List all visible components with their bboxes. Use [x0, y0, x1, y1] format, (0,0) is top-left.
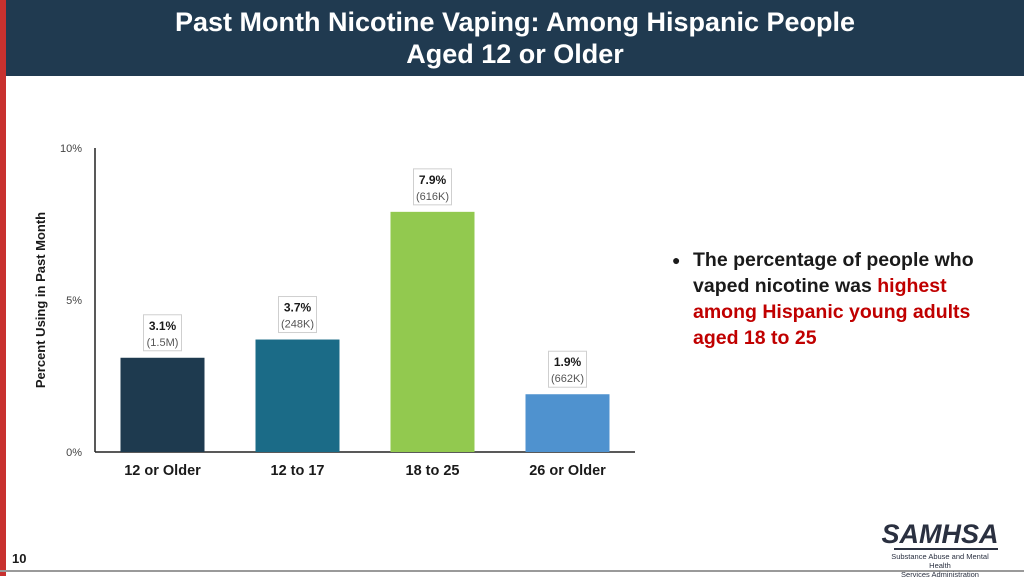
- logo-subtitle-line1: Substance Abuse and Mental Health: [891, 552, 989, 570]
- slide-title-line2: Aged 12 or Older: [406, 39, 624, 69]
- data-label-box: [278, 296, 317, 334]
- left-accent-stripe: [0, 0, 6, 576]
- data-label-value: 7.9%: [419, 173, 447, 187]
- data-label-box: [143, 314, 182, 352]
- bullet-highlight: highest among Hispanic young adults aged…: [693, 275, 971, 349]
- data-label-value: 3.7%: [284, 301, 312, 315]
- data-label-box: [413, 168, 452, 206]
- y-axis-title: Percent Using in Past Month: [33, 212, 48, 388]
- bullet-text: The percentage of people who vaped nicot…: [693, 247, 1002, 351]
- bullet-text-prefix: The percentage of people who vaped nicot…: [693, 249, 974, 297]
- data-label-count: (248K): [281, 319, 314, 331]
- title-bar: Past Month Nicotine Vaping: Among Hispan…: [6, 0, 1024, 76]
- bar-chart: 0% 5% 10% Percent Using in Past Month 3.1% (1…: [33, 143, 635, 479]
- bar: [390, 211, 475, 452]
- bar: [255, 339, 340, 452]
- data-label-box: [548, 350, 587, 388]
- x-tick-label: 12 to 17: [271, 463, 325, 479]
- logo-subtitle-line2: Services Administration: [901, 570, 979, 579]
- logo-wordmark: SAMHSA: [881, 519, 999, 549]
- key-finding-bullet: ● The percentage of people who vaped nic…: [672, 247, 1002, 351]
- bar: [120, 357, 205, 452]
- footer-divider: [0, 570, 1024, 572]
- slide-number: 10: [12, 551, 27, 566]
- data-label-count: (1.5M): [147, 337, 179, 349]
- data-label-count: (616K): [416, 191, 449, 203]
- data-label-value: 3.1%: [149, 319, 177, 333]
- bar: [525, 394, 610, 452]
- bullet-dot-icon: ●: [672, 252, 681, 268]
- data-label-count: (662K): [551, 373, 584, 385]
- y-tick-label: 5%: [66, 295, 82, 307]
- logo-swoosh: [894, 548, 998, 550]
- y-tick-label: 0%: [66, 447, 82, 459]
- samhsa-logo: SAMHSA Substance Abuse and Mental Health…: [880, 520, 1000, 579]
- x-tick-label: 18 to 25: [406, 463, 460, 479]
- slide-title-line1: Past Month Nicotine Vaping: Among Hispan…: [174, 7, 856, 37]
- x-tick-label: 26 or Older: [529, 463, 606, 479]
- data-label-value: 1.9%: [554, 355, 582, 369]
- y-tick-label: 10%: [60, 143, 82, 155]
- x-tick-label: 12 or Older: [124, 463, 201, 479]
